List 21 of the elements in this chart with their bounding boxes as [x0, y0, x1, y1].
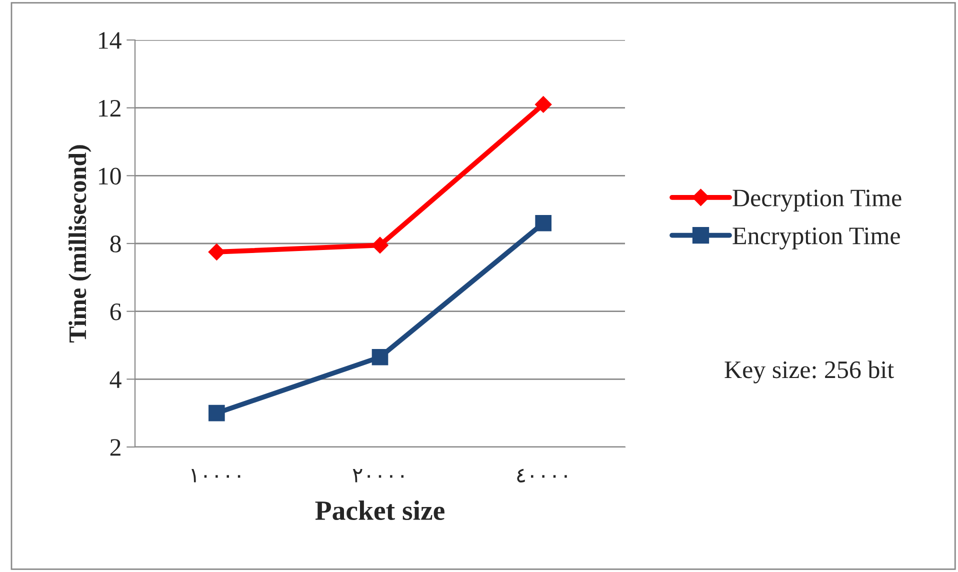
- point: [372, 236, 388, 254]
- point: [208, 404, 225, 422]
- text: Key size: 256 bit: [724, 360, 894, 384]
- legend-label: Encryption Time: [732, 228, 900, 250]
- point: [208, 244, 226, 260]
- point: [535, 214, 552, 232]
- y-tick-label: 2: [110, 439, 120, 456]
- x-tick-label: ٢٠٠٠٠: [352, 469, 404, 482]
- x-tick-label: ١٠٠٠٠: [192, 469, 240, 482]
- legend-label: Decryption Time: [732, 190, 902, 212]
- x-axis-title: Packet size: [315, 500, 444, 520]
- y-tick-label: 10: [99, 168, 121, 185]
- x-tick-label: ٤٠٠٠٠: [517, 468, 567, 482]
- point: [534, 96, 552, 113]
- y-tick-label: 6: [110, 303, 122, 320]
- y-axis-title: Time (millisecond): [68, 145, 92, 343]
- point: [372, 348, 388, 366]
- y-tick-label: 12: [99, 100, 120, 117]
- y-tick-label: 14: [99, 32, 122, 49]
- y-tick-label: 4: [110, 371, 122, 388]
- y-tick-label: 8: [110, 236, 121, 252]
